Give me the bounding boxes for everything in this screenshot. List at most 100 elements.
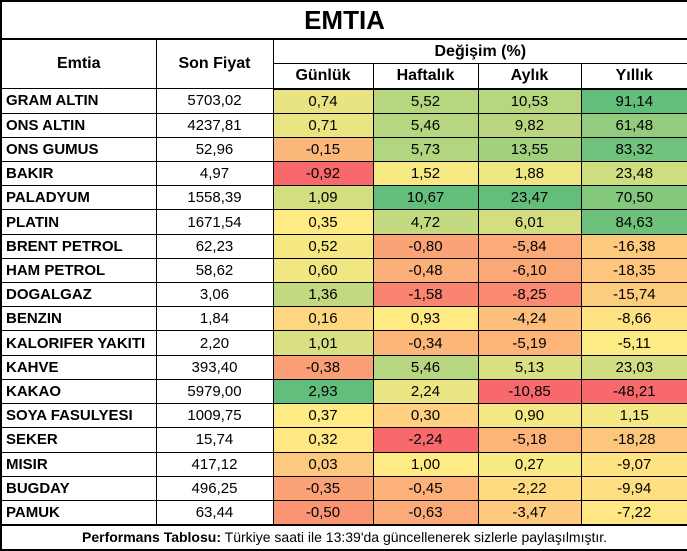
monthly-change-cell: 6,01 [477,209,582,235]
daily-change-cell: -0,38 [272,354,374,380]
table-row: HAM PETROL 58,62 0,60 -0,48 -6,10 -18,35 [0,257,687,284]
weekly-change-cell: 1,00 [372,451,479,477]
daily-change-cell: 0,32 [272,427,374,453]
monthly-change-cell: 23,47 [477,185,582,211]
table-row: BRENT PETROL 62,23 0,52 -0,80 -5,84 -16,38 [0,233,687,259]
weekly-change-cell: 0,30 [372,403,479,429]
last-price-cell: 62,23 [155,233,274,259]
yearly-change-cell: -48,21 [580,378,687,405]
table-row: PALADYUM 1558,39 1,09 10,67 23,47 70,50 [0,185,687,211]
last-price-cell: 1,84 [155,306,274,332]
commodity-name-cell: HAM PETROL [0,257,157,284]
weekly-change-cell: -0,80 [372,233,479,259]
yearly-change-cell: 70,50 [580,185,687,211]
table-row: SEKER 15,74 0,32 -2,24 -5,18 -18,28 [0,427,687,453]
yearly-change-cell: 23,03 [580,354,687,380]
yearly-change-cell: -7,22 [580,500,687,526]
commodity-name-cell: KAHVE [0,354,157,380]
yearly-change-cell: -9,94 [580,475,687,502]
table-row: GRAM ALTIN 5703,02 0,74 5,52 10,53 91,14 [0,88,687,114]
commodity-name-cell: ONS ALTIN [0,112,157,138]
column-header-son-fiyat: Son Fiyat [155,38,274,90]
daily-change-cell: 0,03 [272,451,374,477]
footer-note-label: Performans Tablosu: [82,529,221,546]
yearly-change-cell: 23,48 [580,160,687,187]
last-price-cell: 1009,75 [155,403,274,429]
column-header-aylik: Aylık [477,63,582,90]
commodity-name-cell: BUGDAY [0,475,157,502]
last-price-cell: 15,74 [155,427,274,453]
commodity-name-cell: ONS GUMUS [0,136,157,162]
last-price-cell: 393,40 [155,354,274,380]
yearly-change-cell: -9,07 [580,451,687,477]
yearly-change-cell: -16,38 [580,233,687,259]
last-price-cell: 2,20 [155,330,274,356]
monthly-change-cell: 9,82 [477,112,582,138]
monthly-change-cell: 0,27 [477,451,582,477]
commodity-name-cell: PAMUK [0,500,157,526]
column-header-gunluk: Günlük [272,63,374,90]
weekly-change-cell: 1,52 [372,160,479,187]
daily-change-cell: 0,52 [272,233,374,259]
monthly-change-cell: 1,88 [477,160,582,187]
weekly-change-cell: 5,73 [372,136,479,162]
yearly-change-cell: 83,32 [580,136,687,162]
commodity-name-cell: BAKIR [0,160,157,187]
table-row: BENZIN 1,84 0,16 0,93 -4,24 -8,66 [0,306,687,332]
last-price-cell: 1558,39 [155,185,274,211]
column-header-yillik: Yıllık [580,63,687,90]
column-header-haftalik: Haftalık [372,63,479,90]
weekly-change-cell: 4,72 [372,209,479,235]
daily-change-cell: 0,74 [272,88,374,114]
weekly-change-cell: -0,34 [372,330,479,356]
commodity-name-cell: MISIR [0,451,157,477]
monthly-change-cell: -10,85 [477,378,582,405]
daily-change-cell: 1,01 [272,330,374,356]
commodity-name-cell: SEKER [0,427,157,453]
table-row: PAMUK 63,44 -0,50 -0,63 -3,47 -7,22 [0,500,687,526]
column-header-degisim: Değişim (%) [272,38,687,65]
commodity-name-cell: KALORIFER YAKITI [0,330,157,356]
weekly-change-cell: 5,46 [372,112,479,138]
weekly-change-cell: -1,58 [372,282,479,308]
last-price-cell: 63,44 [155,500,274,526]
daily-change-cell: 0,35 [272,209,374,235]
monthly-change-cell: -5,84 [477,233,582,259]
table-row: BUGDAY 496,25 -0,35 -0,45 -2,22 -9,94 [0,475,687,502]
monthly-change-cell: -5,19 [477,330,582,356]
weekly-change-cell: 2,24 [372,378,479,405]
table-row: PLATIN 1671,54 0,35 4,72 6,01 84,63 [0,209,687,235]
monthly-change-cell: -2,22 [477,475,582,502]
last-price-cell: 1671,54 [155,209,274,235]
commodity-name-cell: PALADYUM [0,185,157,211]
daily-change-cell: -0,15 [272,136,374,162]
last-price-cell: 4237,81 [155,112,274,138]
yearly-change-cell: -15,74 [580,282,687,308]
weekly-change-cell: -0,48 [372,257,479,284]
table-row: ONS ALTIN 4237,81 0,71 5,46 9,82 61,48 [0,112,687,138]
weekly-change-cell: 10,67 [372,185,479,211]
commodity-name-cell: PLATIN [0,209,157,235]
daily-change-cell: -0,50 [272,500,374,526]
table-row: ONS GUMUS 52,96 -0,15 5,73 13,55 83,32 [0,136,687,162]
monthly-change-cell: -5,18 [477,427,582,453]
commodity-name-cell: BRENT PETROL [0,233,157,259]
table-row: DOGALGAZ 3,06 1,36 -1,58 -8,25 -15,74 [0,282,687,308]
footer-note: Performans Tablosu: Türkiye saati ile 13… [0,523,687,551]
monthly-change-cell: 0,90 [477,403,582,429]
commodity-name-cell: DOGALGAZ [0,282,157,308]
monthly-change-cell: -4,24 [477,306,582,332]
footer-note-text: Türkiye saati ile 13:39'da güncellenerek… [221,529,608,546]
yearly-change-cell: 91,14 [580,88,687,114]
column-header-emtia: Emtia [0,38,157,90]
weekly-change-cell: -2,24 [372,427,479,453]
yearly-change-cell: 1,15 [580,403,687,429]
weekly-change-cell: -0,63 [372,500,479,526]
daily-change-cell: 1,09 [272,185,374,211]
daily-change-cell: 0,71 [272,112,374,138]
daily-change-cell: 1,36 [272,282,374,308]
daily-change-cell: 0,37 [272,403,374,429]
table-row: MISIR 417,12 0,03 1,00 0,27 -9,07 [0,451,687,477]
